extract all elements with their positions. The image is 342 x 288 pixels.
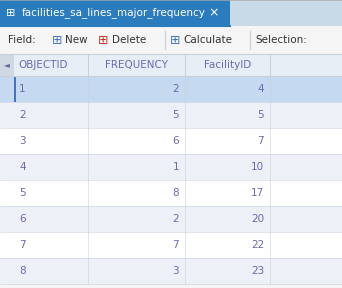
Text: 3: 3 <box>172 266 179 276</box>
Text: 22: 22 <box>251 240 264 250</box>
Bar <box>0 0 230 26</box>
Text: FacilityID: FacilityID <box>204 60 251 70</box>
Bar <box>0 102 342 128</box>
Text: 10: 10 <box>251 162 264 172</box>
Text: ⊞: ⊞ <box>52 33 63 46</box>
Bar <box>0 180 342 206</box>
Text: Delete: Delete <box>112 35 146 45</box>
Bar <box>0 232 342 258</box>
Bar <box>0 54 342 76</box>
Text: 8: 8 <box>172 188 179 198</box>
Text: 2: 2 <box>19 110 26 120</box>
Bar <box>14 76 16 102</box>
Text: 1: 1 <box>172 162 179 172</box>
Text: 7: 7 <box>172 240 179 250</box>
Bar <box>0 206 342 232</box>
Text: New: New <box>65 35 88 45</box>
Text: 5: 5 <box>258 110 264 120</box>
Bar <box>230 0 342 26</box>
Text: ×: × <box>209 7 219 20</box>
Text: Selection:: Selection: <box>255 35 307 45</box>
Text: 4: 4 <box>19 162 26 172</box>
Bar <box>0 128 342 154</box>
Bar <box>0 54 14 76</box>
Text: 6: 6 <box>19 214 26 224</box>
Text: FREQUENCY: FREQUENCY <box>105 60 168 70</box>
Text: 4: 4 <box>258 84 264 94</box>
Text: ⊞: ⊞ <box>170 33 181 46</box>
Bar <box>0 284 342 288</box>
Bar <box>0 26 342 54</box>
Bar <box>0 258 342 284</box>
Text: facilities_sa_lines_major_frequency: facilities_sa_lines_major_frequency <box>22 7 206 18</box>
Text: 8: 8 <box>19 266 26 276</box>
Text: 17: 17 <box>251 188 264 198</box>
Bar <box>0 154 342 180</box>
Text: 3: 3 <box>19 136 26 146</box>
Text: 7: 7 <box>19 240 26 250</box>
Text: 2: 2 <box>172 84 179 94</box>
Text: Calculate: Calculate <box>183 35 232 45</box>
Text: ◄: ◄ <box>4 60 10 69</box>
Text: ⊞: ⊞ <box>98 33 108 46</box>
Text: 5: 5 <box>172 110 179 120</box>
Text: 23: 23 <box>251 266 264 276</box>
Text: 1: 1 <box>19 84 26 94</box>
Text: ⊞: ⊞ <box>6 8 15 18</box>
Text: 20: 20 <box>251 214 264 224</box>
Text: 5: 5 <box>19 188 26 198</box>
Text: 7: 7 <box>258 136 264 146</box>
Text: 2: 2 <box>172 214 179 224</box>
Text: Field:: Field: <box>8 35 36 45</box>
Bar <box>0 76 342 102</box>
Text: 6: 6 <box>172 136 179 146</box>
Text: OBJECTID: OBJECTID <box>18 60 67 70</box>
